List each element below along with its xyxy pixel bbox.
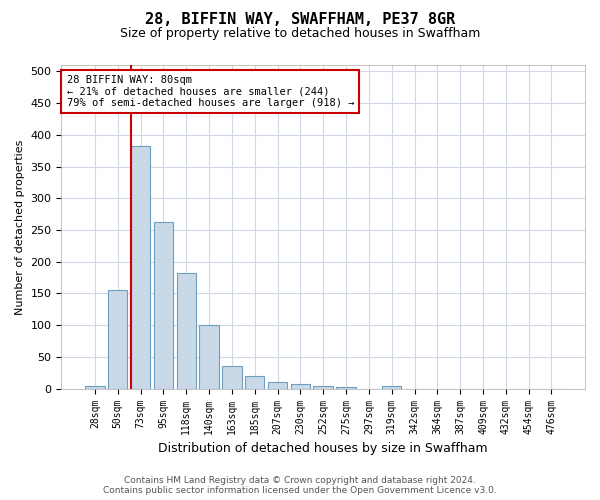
Bar xyxy=(382,386,401,388)
Bar xyxy=(268,382,287,388)
Bar xyxy=(176,272,196,388)
Text: 28 BIFFIN WAY: 80sqm
← 21% of detached houses are smaller (244)
79% of semi-deta: 28 BIFFIN WAY: 80sqm ← 21% of detached h… xyxy=(67,74,354,108)
Bar xyxy=(108,290,127,388)
Text: 28, BIFFIN WAY, SWAFFHAM, PE37 8GR: 28, BIFFIN WAY, SWAFFHAM, PE37 8GR xyxy=(145,12,455,28)
Text: Contains HM Land Registry data © Crown copyright and database right 2024.
Contai: Contains HM Land Registry data © Crown c… xyxy=(103,476,497,495)
X-axis label: Distribution of detached houses by size in Swaffham: Distribution of detached houses by size … xyxy=(158,442,488,455)
Bar xyxy=(245,376,265,388)
Bar xyxy=(290,384,310,388)
Bar xyxy=(131,146,150,388)
Bar xyxy=(222,366,242,388)
Text: Size of property relative to detached houses in Swaffham: Size of property relative to detached ho… xyxy=(120,28,480,40)
Y-axis label: Number of detached properties: Number of detached properties xyxy=(15,139,25,314)
Bar xyxy=(154,222,173,388)
Bar xyxy=(313,386,333,388)
Bar xyxy=(199,325,219,388)
Bar xyxy=(85,386,104,388)
